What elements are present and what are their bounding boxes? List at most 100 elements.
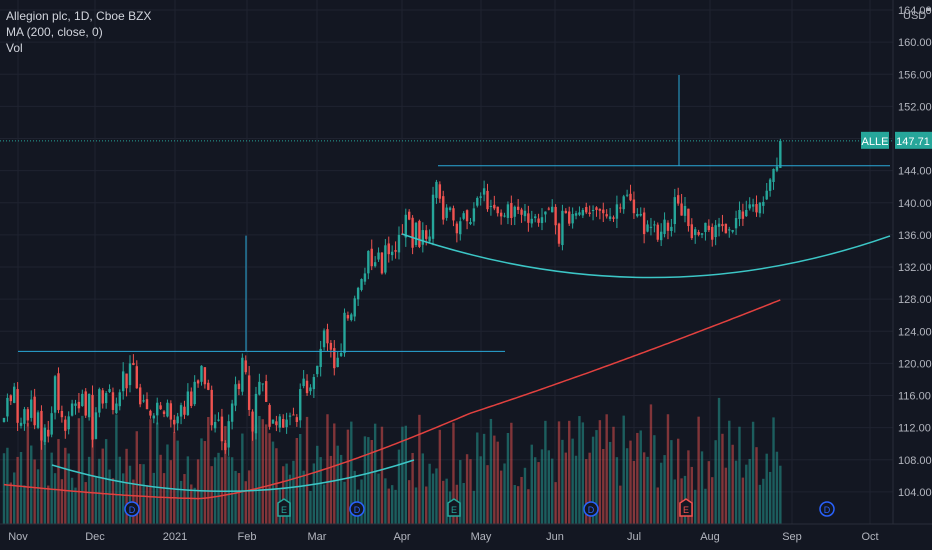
candle-body (373, 262, 377, 267)
candle-body (404, 214, 407, 238)
volume-bar (527, 489, 530, 524)
volume-bar (632, 460, 636, 524)
earnings-marker[interactable]: E (679, 498, 693, 517)
candle-body (721, 224, 724, 227)
earnings-marker[interactable]: E (277, 498, 291, 517)
candle-body (350, 314, 353, 321)
last-price-badge: 147.71 (896, 136, 930, 148)
volume-bar (302, 470, 305, 524)
candle-body (16, 389, 19, 423)
dividend-marker[interactable]: D (349, 501, 365, 517)
candle-body (237, 383, 241, 390)
candle-body (411, 217, 414, 248)
volume-bar (64, 447, 67, 524)
candle-body (714, 225, 717, 238)
candle-body (418, 220, 421, 247)
candle-body (670, 226, 673, 232)
candle-body (53, 376, 57, 413)
candle-body (581, 209, 585, 216)
volume-bar (101, 448, 104, 524)
candle-body (407, 211, 411, 220)
volume-bar (207, 416, 210, 524)
price-tick-label: 156.00 (898, 69, 932, 81)
price-tick-label: 120.00 (898, 358, 932, 370)
candle-body (564, 210, 568, 214)
volume-bar (431, 473, 435, 524)
time-axis[interactable]: Nov Dec 2021 Feb Mar Apr May Jun Jul Aug Sep Oct (0, 523, 932, 543)
volume-bar (421, 453, 425, 524)
volume-bar (2, 453, 6, 524)
ma-indicator-label[interactable]: MA (200, close, 0) (6, 25, 103, 39)
candle-body (19, 422, 23, 426)
candle-body (765, 190, 768, 200)
price-axis[interactable]: 104.00 108.00 112.00 116.00 120.00 124.00 128.… (892, 0, 932, 550)
volume-bar (418, 414, 421, 524)
volume-bar (6, 447, 9, 524)
candle-body (227, 421, 230, 448)
volume-bar (305, 416, 309, 524)
dividend-marker[interactable]: D (124, 501, 140, 517)
volume-bar (615, 457, 619, 524)
volume-bar (203, 441, 207, 524)
ma-200-line (3, 299, 781, 500)
candle-body (551, 206, 554, 213)
candle-body (653, 224, 656, 226)
volume-bar (656, 487, 659, 524)
volume-bar (268, 433, 271, 524)
candle-body (60, 411, 64, 418)
volume-bar (564, 452, 568, 524)
candle-body (425, 230, 428, 239)
earnings-marker[interactable]: E (447, 498, 461, 517)
volume-bar (394, 489, 397, 524)
event-marker-letter: E (451, 505, 457, 515)
volume-bar (244, 481, 247, 524)
candle-body (268, 405, 271, 427)
volume-bar (275, 448, 278, 524)
volume-bar (336, 445, 339, 524)
candle-body (156, 402, 159, 416)
ticker-badge: ALLE (862, 136, 889, 148)
candle-body (384, 245, 387, 273)
volume-bar (571, 438, 574, 524)
volume-bar (380, 426, 384, 524)
candle-body (142, 400, 145, 402)
volume-bar (428, 463, 431, 524)
volume-bar (414, 487, 418, 524)
volume-bar (33, 459, 36, 524)
candle-body (271, 419, 275, 424)
volume-bar (60, 479, 64, 524)
candle-body (734, 218, 738, 229)
candle-body (486, 190, 489, 210)
volume-bar (523, 467, 527, 524)
candle-body (115, 403, 118, 414)
volume-bar (676, 438, 680, 524)
volume-bar (530, 444, 533, 524)
candle-body (568, 211, 571, 224)
candle-body (544, 211, 547, 215)
dividend-marker[interactable]: D (819, 501, 835, 517)
candle-body (84, 391, 87, 416)
volume-bar (462, 482, 465, 524)
dividend-marker-circle (819, 501, 835, 517)
volume-bar (360, 479, 363, 524)
volume-bar (649, 404, 653, 524)
candle-body (111, 392, 115, 410)
symbol-title[interactable]: Allegion plc, 1D, Cboe BZX (6, 9, 152, 23)
volume-bar (489, 418, 493, 524)
candle-body (503, 215, 506, 217)
volume-indicator-label[interactable]: Vol (6, 41, 23, 55)
volume-bar (111, 478, 115, 524)
candle-body (588, 212, 591, 214)
candle-body (50, 413, 53, 435)
candle-body (445, 207, 448, 218)
volume-bar (81, 415, 84, 524)
candle-body (363, 273, 367, 282)
volume-bar (751, 421, 755, 524)
candle-body (428, 236, 431, 242)
volume-bar (445, 478, 448, 524)
dividend-marker[interactable]: D (583, 501, 599, 517)
volume-bar (452, 422, 455, 524)
candle-body (639, 213, 642, 216)
